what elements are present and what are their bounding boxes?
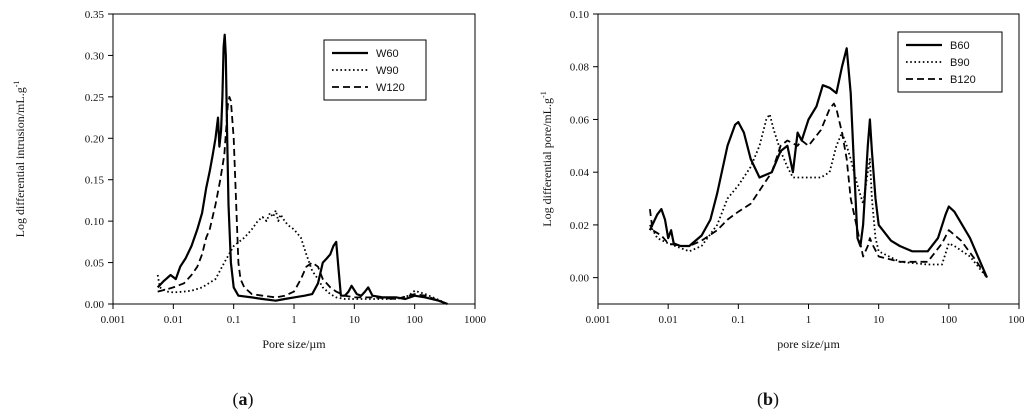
x-tick-label: 1 [806,314,812,326]
y-tick-label: 0.08 [570,62,590,74]
y-tick-label: 0.05 [85,258,105,270]
y-axis-label-text: Log differential intrusion/mL.g [13,87,27,237]
x-tick-label: 0.001 [101,314,126,326]
y-axis-label-superscript: -1 [12,81,21,88]
legend-label-w90: W90 [376,65,399,77]
x-tick-label: 10 [873,314,885,326]
chart-panel-a: 0.001 0.01 0.1 1 10 100 1000 0.00 0.05 0.10 0.15 0.… [12,9,487,351]
x-tick-label: 1 [291,314,297,326]
y-axis-label: Log differential pore/mL.g-1 [539,91,554,226]
caption-b: (b) [757,389,779,410]
legend-a: W60 W90 W120 [323,39,427,101]
y-tick-label: 0.04 [570,167,590,179]
y-tick-label: 0.15 [85,175,105,187]
chart-panel-b: 0.001 0.01 0.1 1 10 100 1000 0.00 0.02 0.04 0.06 0.… [539,9,1024,351]
legend-label-w60: W60 [376,48,399,60]
x-axis-label: Pore size/µm [262,337,326,351]
x-tick-label: 100 [941,314,958,326]
y-tick-label: 0.00 [85,299,105,311]
series-line-b60 [648,47,989,279]
x-tick-label: 0.1 [731,314,745,326]
legend-label-b90: B90 [950,57,970,69]
y-tick-label: 0.06 [570,114,590,126]
x-tick-label: 1000 [464,314,487,326]
y-tick-label: 0.00 [570,273,590,285]
legend-b: B60 B90 B120 [897,31,1003,93]
legend-label-b120: B120 [950,74,976,86]
y-tick-label: 0.25 [85,92,105,104]
y-axis-label-text: Log differential pore/mL.g [540,98,554,227]
legend-label-w120: W120 [376,82,405,94]
y-tick-label: 0.35 [85,9,105,21]
series-line-w90 [156,209,448,305]
legend-box [323,39,427,101]
legend-box [897,31,1003,93]
y-tick-label: 0.10 [570,9,590,21]
x-tick-label: 0.1 [227,314,241,326]
x-tick-label: 0.01 [659,314,678,326]
y-tick-label: 0.20 [85,133,105,145]
x-tick-label: 1000 [1008,314,1024,326]
series-line-b120 [649,102,988,279]
y-tick-label: 0.30 [85,50,105,62]
series-line-w120 [157,96,448,305]
legend-label-b60: B60 [950,40,970,52]
y-tick-label: 0.10 [85,216,105,228]
series-line-w60 [156,33,448,306]
x-tick-label: 0.001 [586,314,611,326]
x-tick-label: 0.01 [164,314,183,326]
x-tick-label: 10 [349,314,361,326]
series-line-b90 [649,113,988,279]
x-axis-label: pore size/µm [777,337,840,351]
y-axis-label-superscript: -1 [539,91,548,98]
y-tick-label: 0.02 [570,220,589,232]
caption-a: (a) [233,389,254,410]
y-axis-label: Log differential intrusion/mL.g-1 [12,81,27,238]
x-tick-label: 100 [406,314,423,326]
